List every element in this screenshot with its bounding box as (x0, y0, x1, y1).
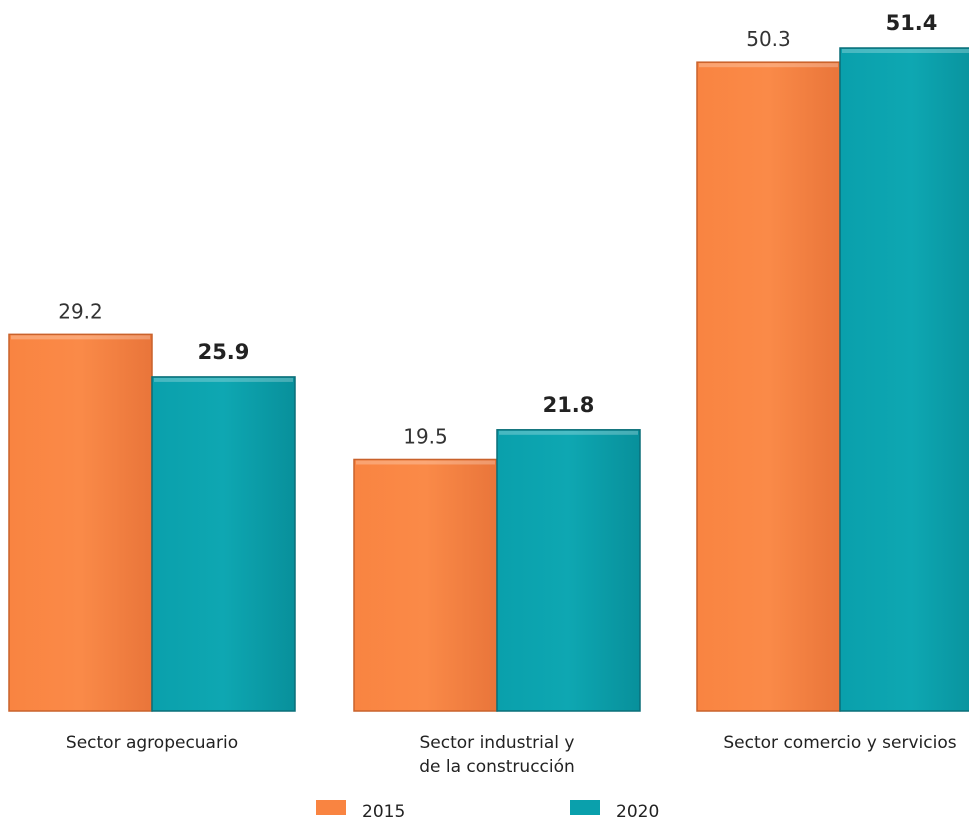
bar-2020-2 (496, 429, 641, 712)
category-label-2: Sector industrial y (420, 733, 575, 753)
bar-highlight (499, 430, 638, 435)
bar-highlight (11, 335, 150, 340)
bar-2015-1 (8, 333, 153, 712)
value-label-2015-3: 50.3 (746, 27, 791, 51)
category-label-2: de la construcción (419, 757, 575, 777)
bar-2020-1 (151, 376, 296, 712)
value-label-2015-2: 19.5 (403, 424, 448, 448)
value-label-2015-1: 29.2 (58, 299, 103, 323)
bar-2020-3 (839, 47, 969, 712)
bar-highlight (842, 49, 969, 53)
bar-highlight (699, 63, 838, 68)
bar-highlight (154, 377, 293, 382)
category-label-1: Sector agropecuario (66, 733, 238, 753)
value-label-2020-3: 51.4 (886, 11, 938, 35)
legend-swatch-2020 (570, 800, 600, 815)
category-label-3: Sector comercio y servicios (723, 733, 956, 753)
legend: 2015 2020 (316, 800, 659, 822)
legend-label-2020: 2020 (616, 802, 659, 822)
value-label-2020-2: 21.8 (543, 393, 595, 417)
bar-2015-3 (696, 61, 841, 712)
bar-2015-2 (353, 458, 498, 712)
legend-swatch-2015 (316, 800, 346, 815)
value-label-2020-1: 25.9 (198, 340, 250, 364)
bar-highlight (356, 460, 495, 465)
legend-label-2015: 2015 (362, 802, 405, 822)
